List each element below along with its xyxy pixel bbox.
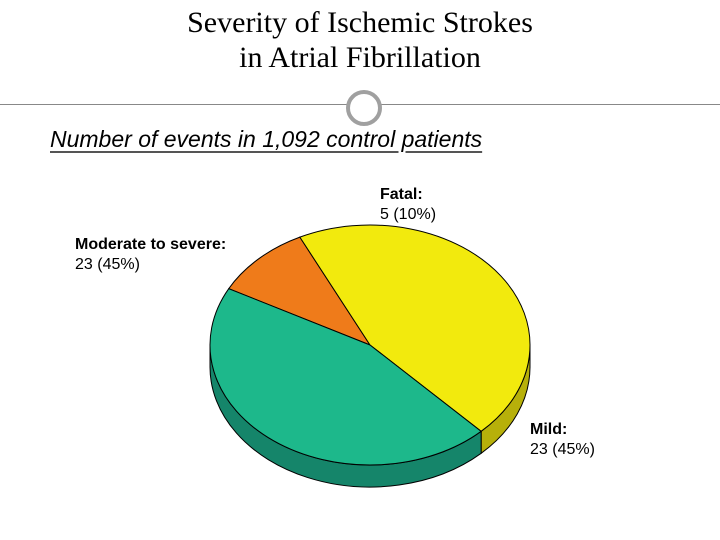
pie-chart — [200, 210, 540, 510]
label-fatal: Fatal: 5 (10%) — [380, 185, 436, 225]
label-fatal-name: Fatal: — [380, 186, 423, 203]
label-mild: Mild: 23 (45%) — [530, 420, 595, 460]
label-mild-value: 23 (45%) — [530, 441, 595, 458]
label-modsev: Moderate to severe: 23 (45%) — [75, 235, 226, 275]
slide-subtitle: Number of events in 1,092 control patien… — [50, 126, 482, 153]
label-mild-name: Mild: — [530, 421, 567, 438]
title-line-1: Severity of Ischemic Strokes — [187, 6, 533, 39]
label-modsev-name: Moderate to severe: — [75, 236, 226, 253]
title-line-2: in Atrial Fibrillation — [239, 41, 481, 74]
slide-title: Severity of Ischemic Strokes in Atrial F… — [0, 6, 720, 75]
label-modsev-value: 23 (45%) — [75, 256, 140, 273]
divider-circle-icon — [346, 90, 382, 126]
label-fatal-value: 5 (10%) — [380, 206, 436, 223]
